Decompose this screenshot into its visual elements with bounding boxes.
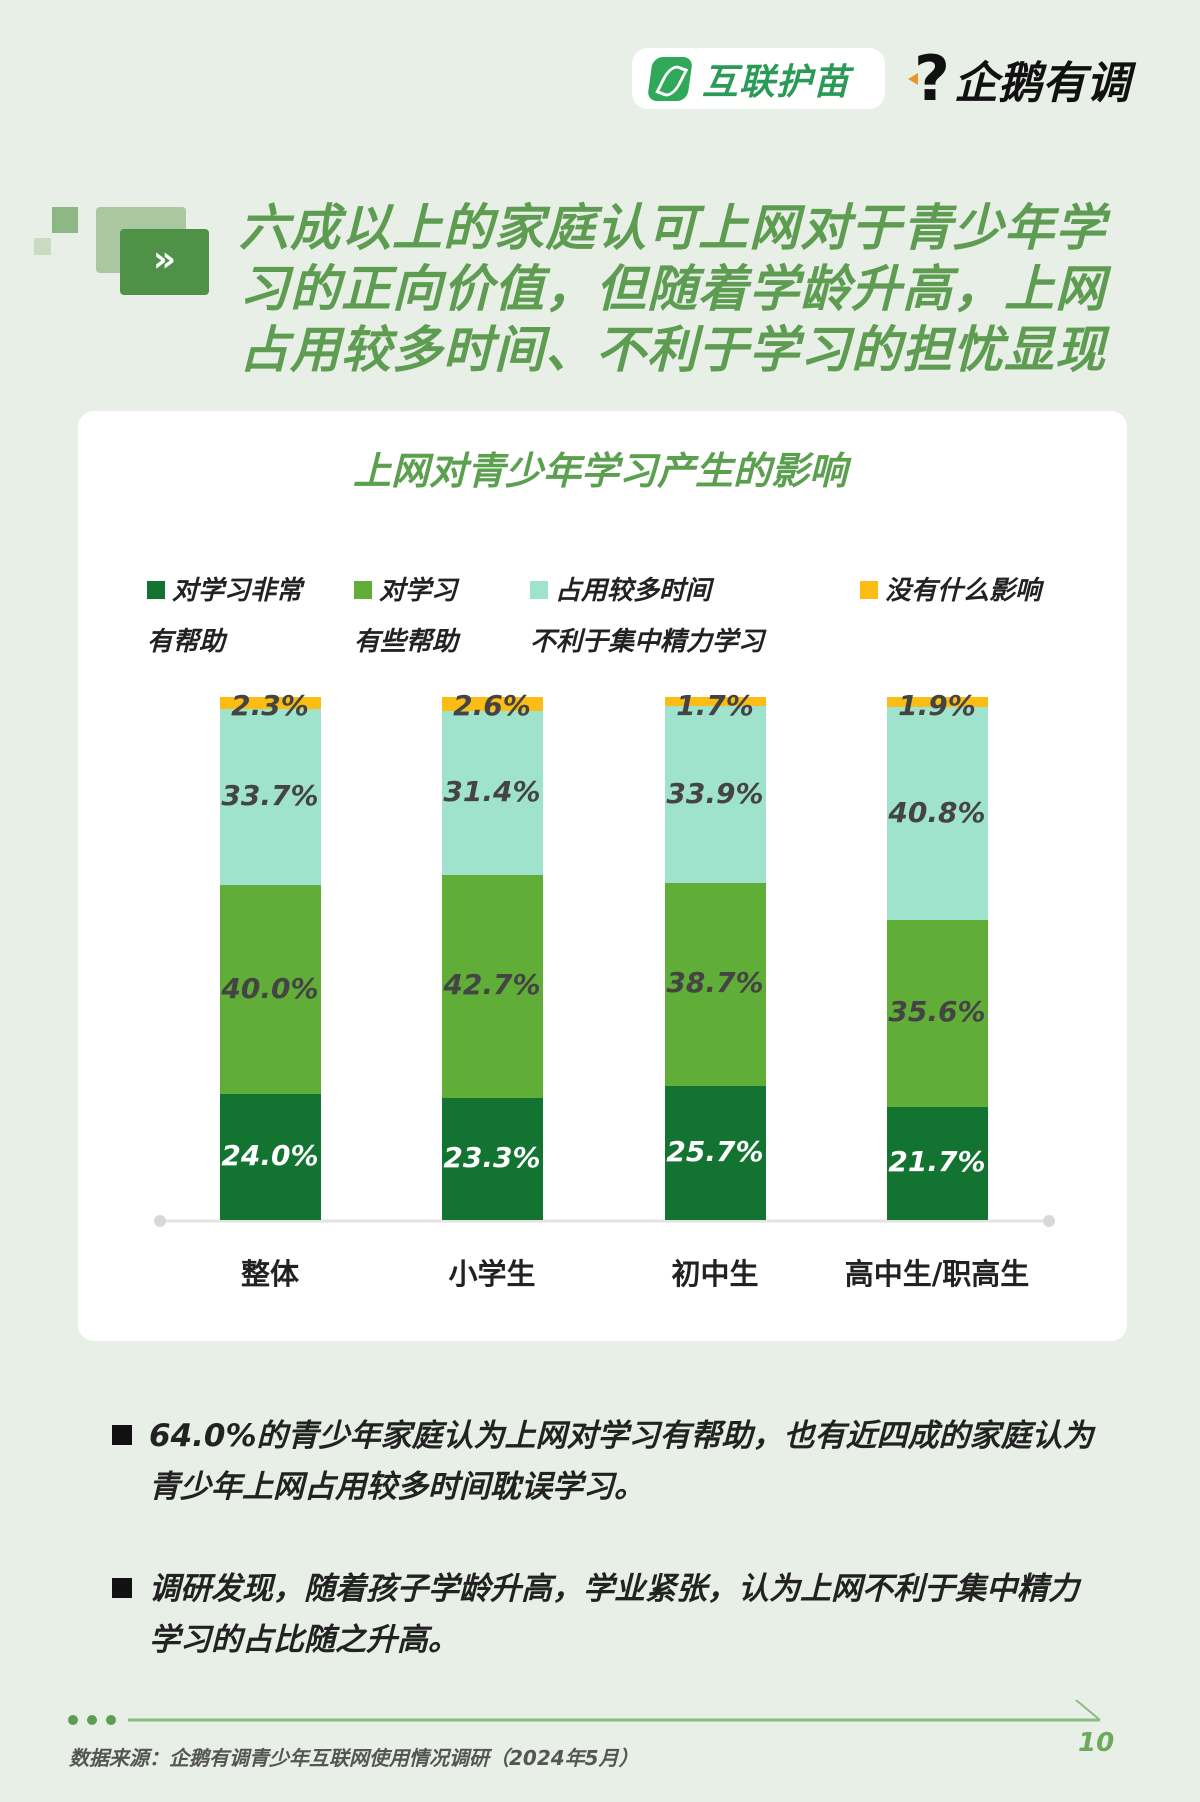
data-label: 1.7% [676, 689, 754, 722]
penguin-beak-icon [908, 73, 918, 85]
bar-segment [219, 885, 321, 1095]
data-source: 数据来源：企鹅有调青少年互联网使用情况调研（2024年5月） [69, 1746, 639, 1770]
legend-item: 占用较多时间 不利于集中精力学习 [530, 566, 764, 668]
data-label: 33.7% [221, 779, 319, 813]
legend-swatch [860, 581, 878, 599]
axis-endpoint [154, 1215, 166, 1227]
legend-label: 对学习非常 有帮助 [147, 576, 303, 657]
data-label: 2.3% [231, 689, 309, 722]
data-label: 31.4% [443, 774, 541, 808]
bar-segment [219, 709, 321, 886]
legend-label: 占用较多时间 不利于集中精力学习 [530, 576, 765, 657]
headline-line: 六成以上的家庭认可上网对于青少年学 [239, 199, 1106, 257]
double-chevron-icon: » [120, 229, 209, 295]
qie-youdiao-logo: ? 企鹅有调 [908, 44, 1130, 114]
bar-segment [219, 1094, 321, 1220]
category-label: 小学生 [448, 1257, 536, 1291]
bar-segment [886, 706, 988, 921]
axis-endpoint [1043, 1215, 1055, 1227]
data-label: 23.3% [443, 1141, 541, 1175]
bar-segment [664, 1085, 766, 1220]
bullet-point: 调研发现，随着孩子学龄升高，学业紧张，认为上网不利于集中精力学习的占比随之升高。 [112, 1564, 1109, 1666]
data-label: 2.6% [453, 689, 531, 722]
bullet-point: 64.0%的青少年家庭认为上网对学习有帮助，也有近四成的家庭认为青少年上网占用较… [112, 1411, 1109, 1513]
footer-divider [68, 1699, 1101, 1725]
data-label: 1.9% [898, 689, 976, 722]
headline-line: 占用较多时间、不利于学习的担忧显现 [239, 321, 1106, 379]
legend-item: 没有什么影响 [860, 566, 1041, 617]
bar-segment [441, 697, 543, 711]
category-label: 初中生 [671, 1257, 759, 1291]
data-label: 38.7% [666, 966, 764, 1000]
data-label: 21.7% [888, 1145, 986, 1179]
category-label: 整体 [240, 1257, 299, 1291]
data-label: 33.9% [666, 776, 764, 810]
square-bullet-icon [112, 1578, 132, 1598]
partner-logo-text: 互联护苗 [702, 61, 851, 103]
bar-segment [664, 883, 766, 1086]
brand-logo-text: 企鹅有调 [953, 58, 1130, 109]
bar-segment [886, 697, 988, 707]
bar-segment [664, 705, 766, 884]
data-label: 35.6% [888, 995, 986, 1029]
category-label: 高中生/职高生 [844, 1257, 1030, 1291]
page-number: 10 [1078, 1728, 1115, 1758]
legend-swatch [147, 581, 165, 599]
data-label: 40.0% [221, 971, 319, 1005]
legend-item: 对学习 有些帮助 [354, 566, 458, 668]
bar-segment [664, 697, 766, 706]
data-label: 40.8% [888, 795, 986, 829]
bullet-text: 64.0%的青少年家庭认为上网对学习有帮助，也有近四成的家庭认为青少年上网占用较… [149, 1418, 1094, 1505]
legend-item: 对学习非常 有帮助 [147, 566, 302, 668]
bar-segment [886, 920, 988, 1107]
page-headline: 六成以上的家庭认可上网对于青少年学 习的正向价值，但随着学龄升高，上网 占用较多… [239, 198, 1159, 381]
legend-swatch [354, 581, 372, 599]
bar-segment [219, 697, 321, 710]
data-label: 25.7% [666, 1134, 764, 1168]
hulian-humiao-logo: 互联护苗 [632, 48, 885, 109]
penguin-icon: ? [914, 42, 950, 115]
legend-label: 对学习 有些帮助 [354, 576, 459, 657]
legend-label: 没有什么影响 [885, 576, 1042, 606]
headline-line: 习的正向价值，但随着学龄升高，上网 [239, 260, 1106, 318]
data-label: 24.0% [221, 1139, 319, 1173]
chart-title: 上网对青少年学习产生的影响 [352, 449, 847, 493]
legend-swatch [530, 581, 548, 599]
bullet-text: 调研发现，随着孩子学龄升高，学业紧张，认为上网不利于集中精力学习的占比随之升高。 [149, 1571, 1079, 1658]
bar-segment [441, 874, 543, 1099]
bar-segment [441, 1098, 543, 1220]
data-label: 42.7% [443, 968, 541, 1002]
bar-segment [886, 1106, 988, 1220]
square-bullet-icon [112, 1425, 132, 1445]
bar-segment [441, 710, 543, 875]
